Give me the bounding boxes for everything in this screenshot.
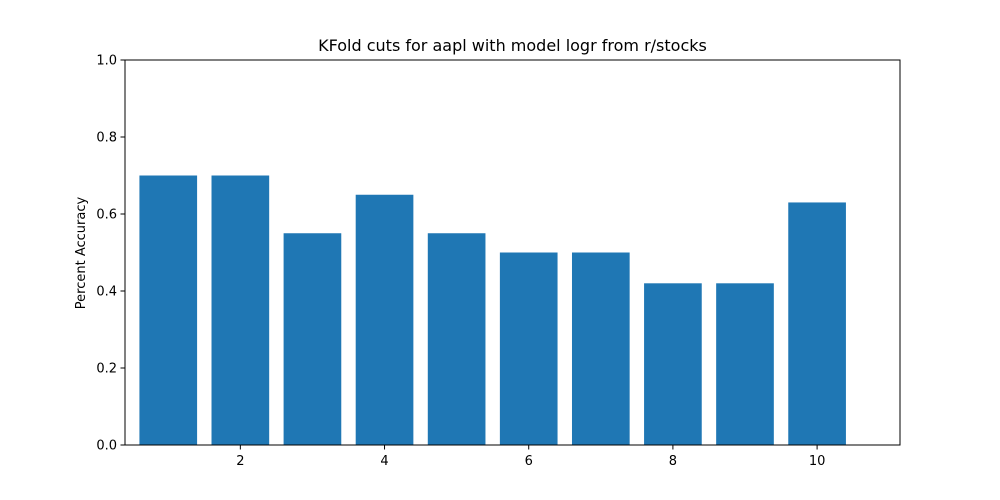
bar-fold-3 — [283, 233, 342, 445]
y-tick-label-0: 0.0 — [96, 439, 117, 454]
x-tick-label-10: 10 — [809, 454, 826, 469]
bar-fold-9 — [716, 283, 774, 445]
x-axis-ticks: 2 4 6 8 10 — [236, 445, 825, 469]
bar-fold-8 — [644, 283, 702, 445]
bar-fold-1 — [139, 175, 198, 445]
y-tick-label-1: 0.2 — [96, 362, 117, 377]
bar-fold-10 — [788, 202, 846, 445]
plot-area-frame — [124, 59, 901, 446]
y-axis-label: Percent Accuracy — [74, 196, 89, 309]
bar-fold-6 — [499, 252, 558, 445]
y-tick-label-4: 0.8 — [96, 131, 117, 146]
y-tick-label-3: 0.6 — [96, 208, 117, 223]
bar-fold-4 — [355, 194, 414, 445]
bar-fold-2 — [211, 175, 270, 445]
y-tick-label-5: 1.0 — [96, 54, 117, 69]
x-tick-label-6: 6 — [525, 454, 533, 469]
x-tick-label-4: 4 — [380, 454, 388, 469]
x-tick-label-8: 8 — [669, 454, 677, 469]
bar-fold-7 — [571, 252, 630, 445]
bars-group — [139, 175, 846, 445]
y-axis-ticks: 0.0 0.2 0.4 0.6 0.8 1.0 — [96, 54, 125, 454]
y-tick-label-2: 0.4 — [96, 285, 117, 300]
x-tick-label-2: 2 — [236, 454, 244, 469]
bar-fold-5 — [427, 233, 486, 445]
chart-title: KFold cuts for aapl with model logr from… — [318, 36, 707, 55]
